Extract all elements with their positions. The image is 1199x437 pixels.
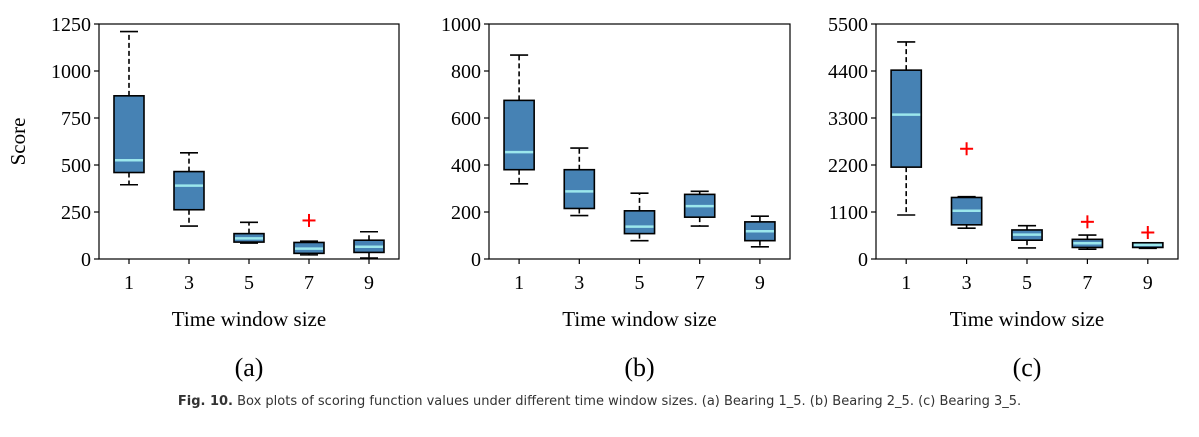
panel-label: (b) — [624, 353, 654, 382]
flier-9-0 — [1141, 226, 1155, 240]
flier-3-0 — [960, 142, 974, 156]
box-3 — [173, 170, 205, 211]
xtick-label: 3 — [184, 272, 194, 294]
xtick-label: 5 — [1022, 272, 1032, 294]
ytick-label: 2200 — [828, 155, 868, 177]
ytick-label: 600 — [451, 108, 481, 130]
y-axis-label: Score — [6, 118, 30, 166]
ytick-label: 750 — [61, 108, 91, 130]
caption-label: Fig. 10. — [177, 394, 233, 409]
x-axis-label: Time window size — [950, 307, 1104, 331]
xtick-label: 1 — [901, 272, 911, 294]
xtick-label: 1 — [124, 272, 134, 294]
xtick-label: 9 — [1143, 272, 1153, 294]
ytick-label: 1000 — [441, 14, 481, 36]
x-axis-label: Time window size — [172, 307, 326, 331]
xtick-label: 1 — [514, 272, 524, 294]
ytick-label: 3300 — [828, 108, 868, 130]
ytick-label: 0 — [858, 249, 868, 271]
xtick-label: 9 — [755, 272, 765, 294]
xtick-label: 5 — [635, 272, 645, 294]
xtick-label: 7 — [304, 272, 314, 294]
panel-label: (a) — [235, 353, 264, 382]
flier-7-0 — [302, 213, 316, 227]
ytick-label: 1000 — [51, 61, 91, 83]
ytick-label: 400 — [451, 155, 481, 177]
panel-label: (c) — [1013, 353, 1042, 382]
ytick-label: 200 — [451, 202, 481, 224]
ytick-label: 250 — [61, 202, 91, 224]
xtick-label: 3 — [574, 272, 584, 294]
ytick-label: 4400 — [828, 61, 868, 83]
ytick-label: 1250 — [51, 14, 91, 36]
box-3 — [563, 168, 596, 210]
ytick-label: 0 — [471, 249, 481, 271]
x-axis-label: Time window size — [562, 307, 716, 331]
xtick-label: 9 — [364, 272, 374, 294]
ytick-label: 1100 — [829, 202, 868, 224]
box-5 — [623, 210, 656, 235]
xtick-label: 5 — [244, 272, 254, 294]
flier-7-0 — [1080, 215, 1094, 229]
box-1 — [890, 69, 923, 168]
ytick-label: 500 — [61, 155, 91, 177]
caption-text: Box plots of scoring function values und… — [233, 394, 1022, 409]
ytick-label: 800 — [451, 61, 481, 83]
xtick-label: 7 — [695, 272, 705, 294]
ytick-label: 0 — [81, 249, 91, 271]
box-1 — [503, 99, 535, 171]
figure-caption: Fig. 10. Box plots of scoring function v… — [0, 394, 1199, 409]
xtick-label: 7 — [1082, 272, 1092, 294]
ytick-label: 5500 — [828, 14, 868, 36]
xtick-label: 3 — [962, 272, 972, 294]
